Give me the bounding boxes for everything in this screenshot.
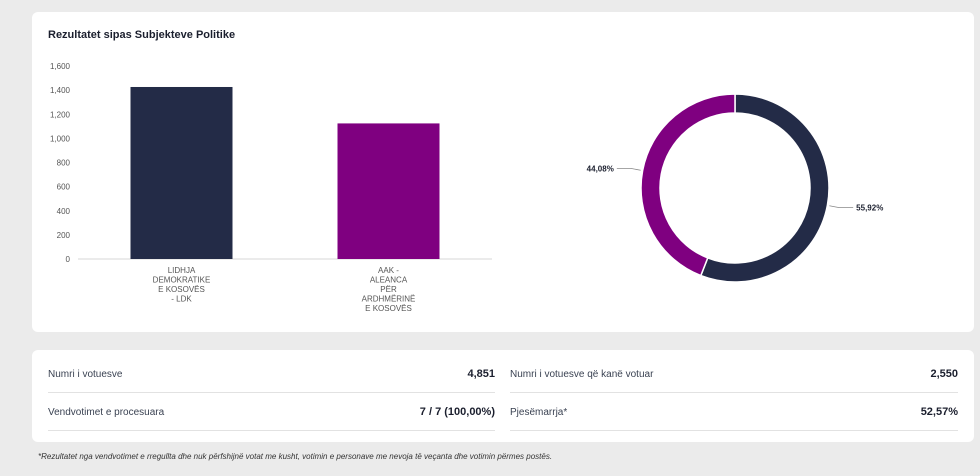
x-tick-label: E KOSOVËS xyxy=(365,304,412,313)
stat-voted-label: Numri i votuesve që kanë votuar xyxy=(510,368,654,380)
stat-turnout-row: Pjesëmarrja* 52,57% xyxy=(510,394,958,431)
bar xyxy=(337,123,440,259)
footnote: *Rezultatet nga vendvotimet e rregullta … xyxy=(38,452,553,461)
bar xyxy=(130,86,233,260)
x-tick-label: E KOSOVËS xyxy=(158,285,205,294)
y-tick-label: 1,600 xyxy=(50,62,71,71)
x-tick-label: ALEANCA xyxy=(370,276,408,285)
x-tick-label: LIDHJA xyxy=(168,266,196,275)
x-tick-label: ARDHMËRINË xyxy=(362,295,416,304)
stat-turnout-label: Pjesëmarrja* xyxy=(510,406,568,418)
y-tick-label: 1,400 xyxy=(50,86,71,95)
stat-stations-row: Vendvotimet e procesuara 7 / 7 (100,00%) xyxy=(48,394,495,431)
chart-card: Rezultatet sipas Subjekteve Politike 0 20… xyxy=(32,12,974,332)
y-tick-label: 800 xyxy=(57,159,71,168)
bar-chart: 0 200 400 600 800 1,000 1,200 1,400 1,600 LIDHJAD… xyxy=(50,62,492,313)
y-tick-label: 0 xyxy=(66,255,71,264)
donut-slice xyxy=(699,93,830,283)
stat-registered-label: Numri i votuesve xyxy=(48,368,123,380)
chart-title: Rezultatet sipas Subjekteve Politike xyxy=(48,29,236,41)
stat-voted-row: Numri i votuesve që kanë votuar 2,550 xyxy=(510,356,958,393)
y-tick-label: 400 xyxy=(57,207,71,216)
donut-slice-label: 55,92% xyxy=(856,204,883,213)
y-tick-label: 200 xyxy=(57,231,71,240)
stats-card: Numri i votuesve 4,851 Numri i votuesve … xyxy=(32,350,974,442)
y-tick-label: 600 xyxy=(57,183,71,192)
y-tick-label: 1,200 xyxy=(50,110,71,119)
stat-stations-label: Vendvotimet e procesuara xyxy=(48,406,165,418)
x-tick-label: AAK - xyxy=(378,266,399,275)
donut-slice xyxy=(640,93,736,277)
donut-leader-line xyxy=(829,205,854,209)
stat-registered-row: Numri i votuesve 4,851 xyxy=(48,356,495,393)
stat-registered-value: 4,851 xyxy=(467,368,495,380)
donut-slice-label: 44,08% xyxy=(587,164,614,173)
y-tick-label: 1,000 xyxy=(50,134,71,143)
x-tick-label: DEMOKRATIKE xyxy=(153,276,211,285)
x-tick-label: PËR xyxy=(380,285,397,294)
stat-turnout-value: 52,57% xyxy=(920,406,958,418)
x-tick-label: - LDK xyxy=(171,295,192,304)
donut-leader-line xyxy=(616,167,641,171)
stat-voted-value: 2,550 xyxy=(930,368,958,380)
donut-chart: 55,92% 44,08% xyxy=(587,93,883,283)
stat-stations-value: 7 / 7 (100,00%) xyxy=(419,406,495,418)
